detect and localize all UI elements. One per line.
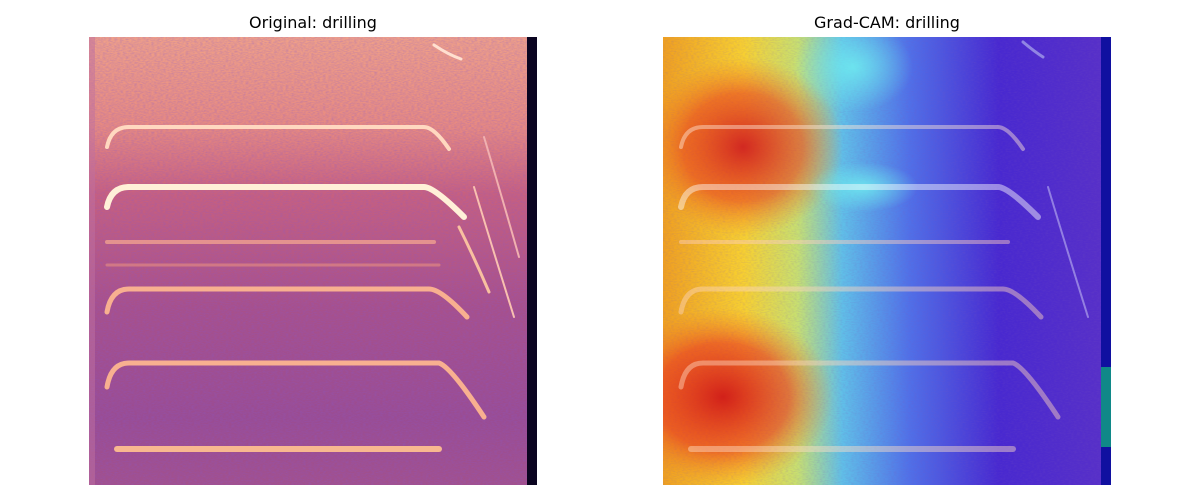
gradcam-panel-title: Grad-CAM: drilling [814,13,960,32]
original-panel-title: Original: drilling [249,13,377,32]
gradcam-heatmap-image [663,37,1111,485]
original-panel: Original: drilling [89,0,537,500]
original-spectrogram-image [89,37,537,485]
gradcam-panel: Grad-CAM: drilling [663,0,1111,500]
